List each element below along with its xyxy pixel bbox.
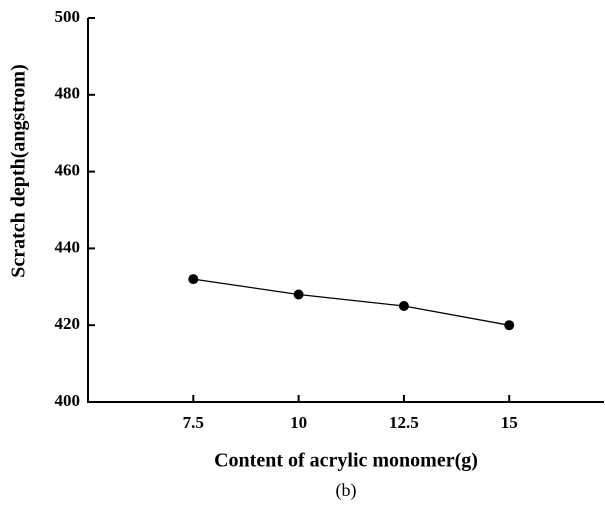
marker xyxy=(504,320,515,331)
x-tick-label: 7.5 xyxy=(183,413,204,432)
axes xyxy=(87,18,604,403)
y-tick-label: 440 xyxy=(55,237,81,256)
line xyxy=(193,278,510,326)
marker xyxy=(293,289,304,300)
y-tick-label: 460 xyxy=(55,161,81,180)
x-tick-label: 15 xyxy=(501,413,518,432)
marker xyxy=(398,301,409,311)
y-tick-label: 480 xyxy=(55,84,81,103)
y-tick-label: 420 xyxy=(55,314,81,333)
caption: (b) xyxy=(336,480,357,501)
y-axis-label: Scratch depth(angstrom) xyxy=(8,64,30,278)
x-tick-label: 12.5 xyxy=(389,413,419,432)
y-tick-label: 500 xyxy=(55,7,81,26)
y-tick-label: 400 xyxy=(55,391,81,410)
x-tick-label: 10 xyxy=(290,413,307,432)
x-axis-label: Content of acrylic monomer(g) xyxy=(214,450,478,472)
marker xyxy=(188,274,199,285)
